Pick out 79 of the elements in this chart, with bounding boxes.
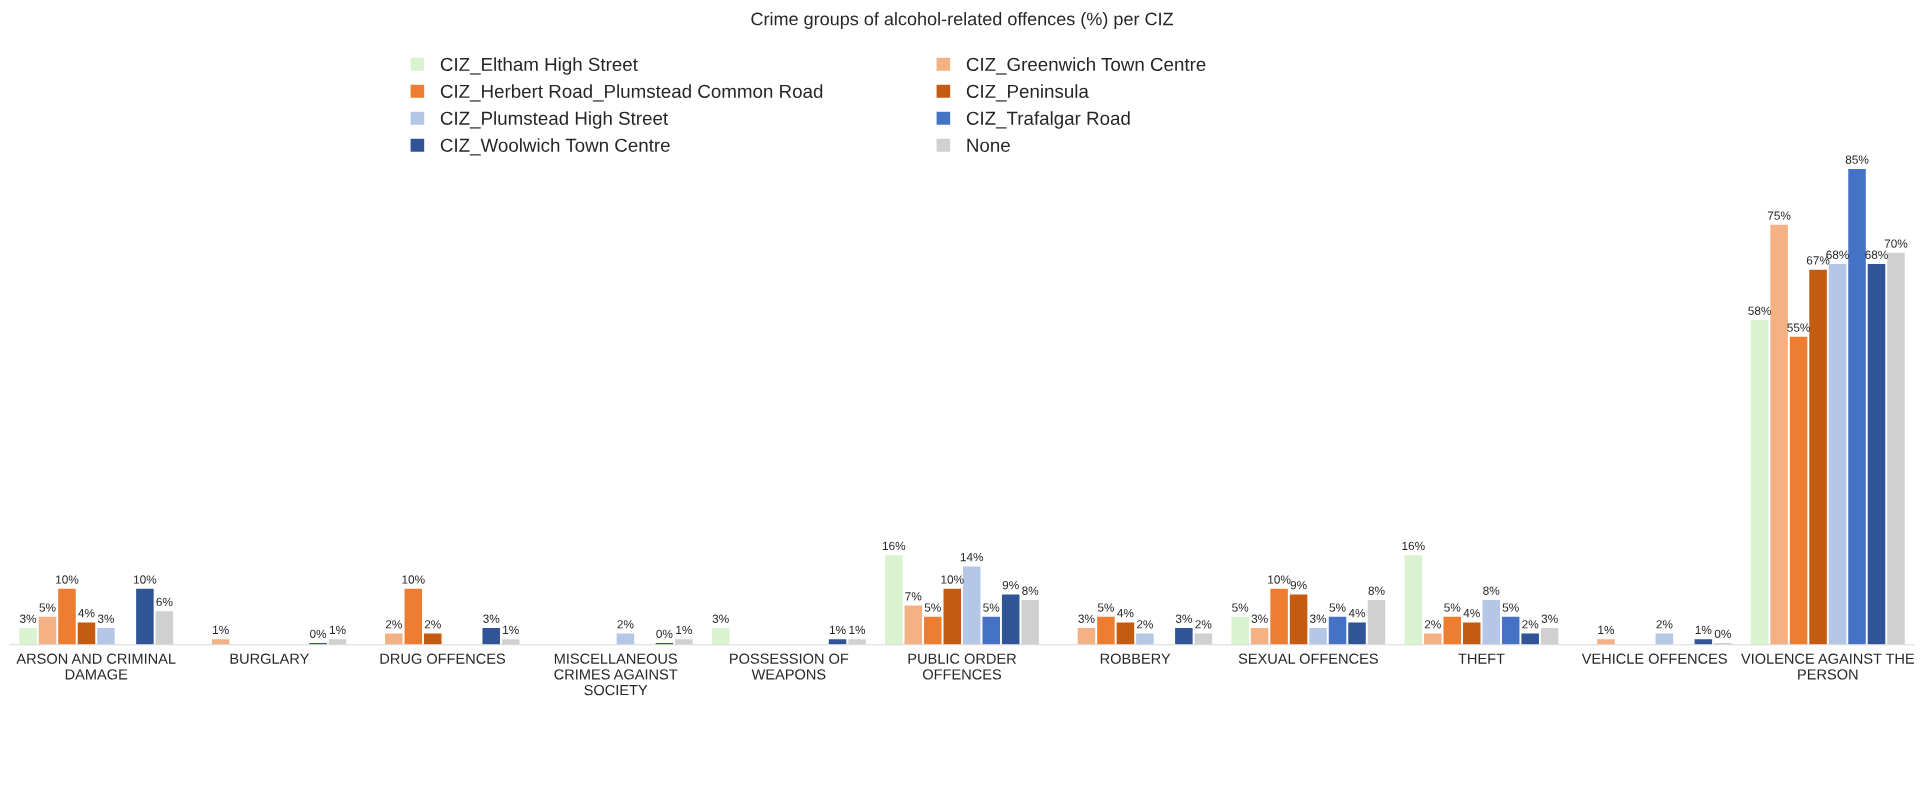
x-tick-label: MISCELLANEOUS CRIMES AGAINST SOCIETY	[554, 653, 678, 696]
x-tick-label: POSSESSION OF WEAPONS	[730, 653, 849, 680]
legend-label: CIZ_Herbert Road_Plumstead Common Road	[440, 84, 823, 102]
legend-label: None	[967, 138, 1010, 152]
chart-title: Crime groups of alcohol-related offences (%) per CIZ	[751, 12, 1174, 29]
data-label: 6%	[156, 597, 173, 607]
x-tick-label: BURGLARY	[230, 653, 310, 664]
data-label: 3%	[1078, 614, 1095, 623]
x-tick-label: PUBLIC ORDER OFFENCES	[908, 653, 1017, 680]
legend-label: CIZ_Peninsula	[966, 84, 1089, 102]
data-label: 4%	[78, 608, 95, 618]
x-tick-label: VIOLENCE AGAINST THE PERSON	[1741, 653, 1915, 680]
data-label: 4%	[1348, 608, 1366, 618]
data-label: 5%	[39, 603, 56, 612]
x-tick-label: ARSON AND CRIMINAL DAMAGE	[16, 653, 176, 680]
data-label: 3%	[1251, 614, 1268, 623]
data-label: 2%	[1424, 620, 1441, 629]
data-label: 1%	[213, 625, 229, 635]
data-label: 10%	[402, 575, 425, 584]
data-label: 1%	[1598, 625, 1615, 635]
data-label: 5%	[1097, 603, 1115, 612]
data-label: 3%	[1175, 614, 1192, 623]
data-label: 16%	[882, 541, 906, 551]
legend-label: CIZ_Eltham High Street	[440, 57, 638, 75]
data-label: 3%	[97, 614, 115, 623]
legend-label: CIZ_Woolwich Town Centre	[440, 138, 670, 156]
data-label: 2%	[1522, 620, 1539, 629]
data-label: 10%	[1268, 575, 1291, 584]
data-label: 58%	[1748, 306, 1772, 315]
x-tick-label: THEFT	[1458, 653, 1505, 664]
data-label: 8%	[1368, 586, 1385, 595]
data-label: 5%	[983, 603, 1000, 612]
data-label: 14%	[960, 552, 984, 562]
data-label: 5%	[1329, 603, 1346, 612]
data-label: 70%	[1884, 239, 1908, 248]
data-label: 75%	[1767, 211, 1791, 220]
data-label: 0%	[309, 629, 327, 639]
data-label: 1%	[849, 625, 866, 635]
data-label: 8%	[1022, 586, 1039, 595]
data-label: 2%	[1195, 620, 1212, 629]
data-label: 10%	[941, 575, 964, 584]
data-label: 1%	[329, 625, 346, 635]
data-label: 5%	[924, 603, 941, 612]
data-label: 5%	[1232, 603, 1249, 612]
data-label: 9%	[1002, 580, 1019, 590]
data-label: 4%	[1463, 608, 1480, 618]
data-label: 2%	[617, 620, 634, 629]
data-label: 1%	[1695, 625, 1712, 635]
x-tick-label: ROBBERY	[1100, 653, 1171, 664]
data-label: 4%	[1117, 608, 1134, 618]
data-label: 8%	[1483, 586, 1500, 595]
data-label: 16%	[1402, 541, 1425, 551]
data-label: 1%	[503, 625, 519, 635]
data-label: 2%	[385, 620, 402, 629]
data-label: 1%	[829, 625, 846, 635]
x-tick-label: DRUG OFFENCES	[380, 653, 506, 664]
data-label: 0%	[656, 629, 673, 639]
data-label: 2%	[424, 620, 441, 629]
data-label: 5%	[1444, 603, 1461, 612]
data-label: 1%	[676, 625, 692, 635]
x-tick-label: SEXUAL OFFENCES	[1238, 653, 1378, 664]
data-label: 10%	[133, 575, 157, 584]
legend-label: CIZ_Plumstead High Street	[440, 111, 668, 129]
data-label: 3%	[19, 614, 37, 623]
data-label: 85%	[1845, 155, 1869, 164]
data-label: 2%	[1656, 620, 1673, 629]
data-label: 7%	[905, 592, 922, 601]
data-label: 3%	[1309, 614, 1327, 623]
data-label: 3%	[1541, 614, 1558, 623]
data-label: 5%	[1502, 603, 1519, 612]
data-label: 9%	[1290, 580, 1307, 590]
data-label: 2%	[1136, 620, 1154, 629]
data-label: 3%	[712, 614, 729, 623]
data-label: 10%	[56, 575, 79, 584]
data-label: 0%	[1714, 629, 1731, 639]
legend-label: CIZ_Trafalgar Road	[966, 111, 1130, 129]
x-tick-label: VEHICLE OFFENCES	[1581, 653, 1727, 664]
data-label: 3%	[483, 614, 500, 623]
legend-label: CIZ_Greenwich Town Centre	[966, 57, 1206, 75]
